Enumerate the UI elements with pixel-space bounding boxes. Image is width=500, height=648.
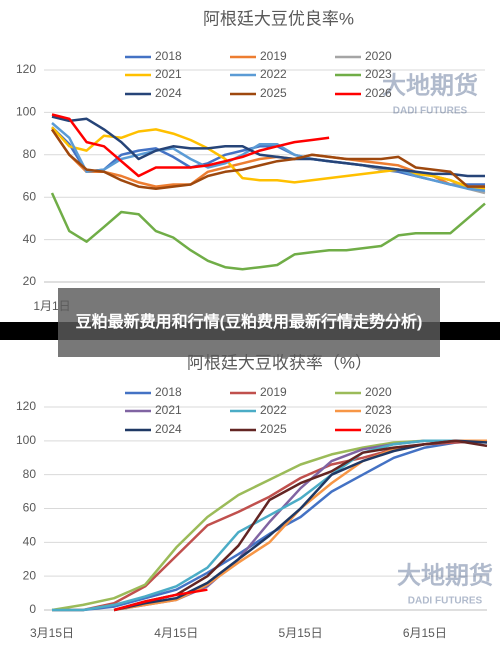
watermark: 大地期货 — [397, 561, 493, 589]
legend-label: 2024 — [155, 86, 182, 100]
y-tick-label: 60 — [23, 501, 37, 515]
series-line — [52, 439, 488, 612]
series-line — [51, 113, 330, 178]
legend-label: 2018 — [155, 385, 182, 399]
x-tick-label: 3月15日 — [30, 626, 74, 640]
legend-label: 2023 — [365, 67, 392, 81]
series-line — [51, 126, 486, 190]
y-tick-label: 20 — [23, 568, 37, 582]
legend-label: 2022 — [260, 403, 287, 417]
legend-label: 2020 — [365, 49, 392, 63]
legend-label: 2019 — [260, 385, 287, 399]
y-tick-label: 60 — [23, 189, 37, 203]
chart-title: 阿根廷大豆收获率（%） — [187, 353, 372, 372]
chart-title: 阿根廷大豆优良率% — [203, 9, 354, 28]
watermark: DADI FUTURES — [408, 596, 483, 607]
series-line — [50, 128, 485, 190]
y-tick-label: 40 — [23, 535, 37, 549]
legend-label: 2018 — [155, 49, 182, 63]
series-line — [113, 588, 208, 612]
series-line — [51, 115, 485, 178]
legend-label: 2026 — [365, 86, 392, 100]
y-tick-label: 100 — [16, 433, 36, 447]
legend-label: 2026 — [365, 422, 392, 436]
legend-label: 2025 — [260, 86, 287, 100]
y-tick-label: 120 — [16, 399, 36, 413]
y-tick-label: 100 — [16, 105, 36, 119]
watermark: DADI FUTURES — [393, 106, 468, 117]
x-tick-label: 6月15日 — [403, 626, 447, 640]
x-tick-label: 4月15日 — [154, 626, 198, 640]
y-tick-label: 40 — [23, 232, 37, 246]
y-tick-label: 20 — [23, 274, 37, 288]
legend-label: 2019 — [260, 49, 287, 63]
legend-label: 2024 — [155, 422, 182, 436]
legend-label: 2025 — [260, 422, 287, 436]
series-line — [51, 122, 486, 193]
y-tick-label: 80 — [23, 467, 37, 481]
legend-label: 2021 — [155, 403, 182, 417]
series-line — [50, 192, 486, 271]
series-line — [52, 439, 487, 612]
legend-label: 2022 — [260, 67, 287, 81]
legend-label: 2021 — [155, 67, 182, 81]
y-tick-label: 120 — [16, 62, 36, 76]
y-tick-label: 0 — [29, 602, 36, 616]
x-tick-label: 5月15日 — [279, 626, 323, 640]
y-tick-label: 80 — [23, 147, 37, 161]
overlay-title: 豆粕最新费用和行情(豆粕费用最新行情走势分析) — [58, 288, 440, 357]
legend-label: 2020 — [365, 385, 392, 399]
watermark: 大地期货 — [382, 71, 478, 99]
legend-label: 2023 — [365, 403, 392, 417]
